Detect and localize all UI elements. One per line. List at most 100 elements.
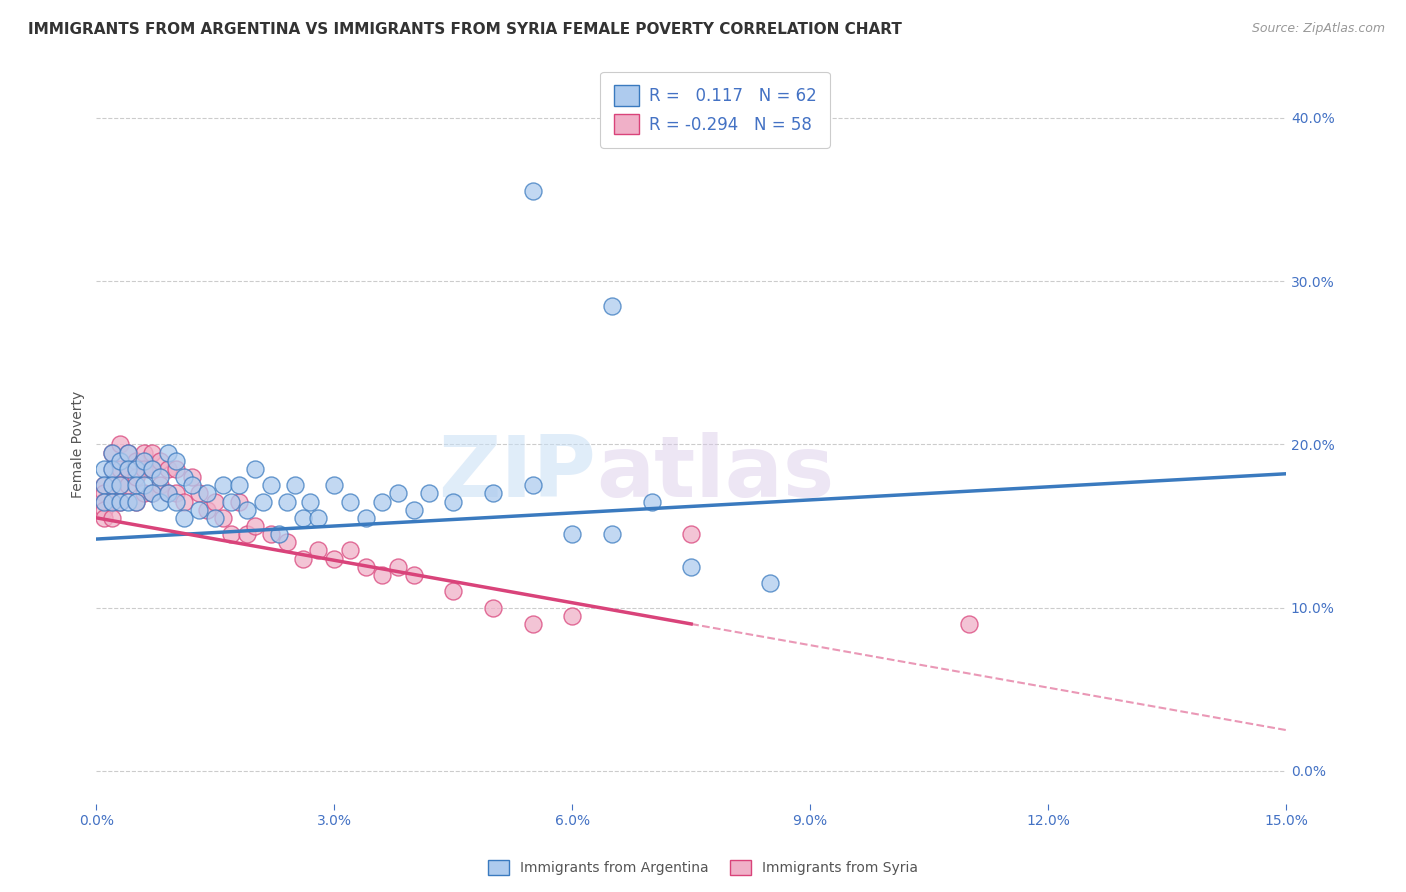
Point [173,470,195,484]
Point [212,511,235,525]
Point [354,511,377,525]
Point [323,551,346,566]
Point [402,568,425,582]
Point [441,584,464,599]
Point [260,478,283,492]
Point [354,559,377,574]
Point [291,511,314,525]
Legend: Immigrants from Argentina, Immigrants from Syria: Immigrants from Argentina, Immigrants fr… [482,855,924,880]
Point [141,486,163,500]
Point [117,462,139,476]
Point [108,437,131,451]
Point [204,494,226,508]
Point [156,445,179,459]
Point [108,478,131,492]
Point [284,478,307,492]
Point [339,494,361,508]
Point [236,527,259,541]
Point [600,527,623,541]
Point [101,478,124,492]
Point [165,486,187,500]
Point [441,494,464,508]
Point [141,462,163,476]
Point [387,559,409,574]
Point [117,445,139,459]
Point [561,527,583,541]
Point [156,462,179,476]
Point [93,478,115,492]
Point [957,617,980,632]
Point [276,535,298,549]
Point [125,470,148,484]
Point [149,470,172,484]
Point [117,445,139,459]
Point [101,462,124,476]
Text: Source: ZipAtlas.com: Source: ZipAtlas.com [1251,22,1385,36]
Point [212,478,235,492]
Point [101,494,124,508]
Point [93,478,115,492]
Point [307,543,329,558]
Point [101,494,124,508]
Point [219,494,242,508]
Point [371,494,394,508]
Point [125,453,148,467]
Point [276,494,298,508]
Point [141,486,163,500]
Point [101,445,124,459]
Point [482,486,505,500]
Point [101,462,124,476]
Point [101,511,124,525]
Point [323,478,346,492]
Point [188,502,211,516]
Point [125,494,148,508]
Point [132,478,155,492]
Point [681,527,703,541]
Point [197,486,219,500]
Point [108,494,131,508]
Point [252,494,274,508]
Point [165,462,187,476]
Point [299,494,322,508]
Point [93,494,115,508]
Point [156,486,179,500]
Point [93,502,115,516]
Point [101,478,124,492]
Point [117,462,139,476]
Point [307,511,329,525]
Point [291,551,314,566]
Point [188,486,211,500]
Point [267,527,290,541]
Point [141,445,163,459]
Point [165,494,187,508]
Point [402,502,425,516]
Point [180,478,202,492]
Point [640,494,662,508]
Point [125,478,148,492]
Point [482,600,505,615]
Point [228,478,250,492]
Point [522,185,544,199]
Point [371,568,394,582]
Point [93,494,115,508]
Point [173,494,195,508]
Point [93,486,115,500]
Point [219,527,242,541]
Point [141,462,163,476]
Point [132,445,155,459]
Point [165,453,187,467]
Point [228,494,250,508]
Point [93,511,115,525]
Point [156,486,179,500]
Point [387,486,409,500]
Text: atlas: atlas [596,432,834,515]
Point [108,494,131,508]
Y-axis label: Female Poverty: Female Poverty [72,391,86,498]
Point [117,478,139,492]
Point [132,486,155,500]
Point [339,543,361,558]
Point [125,462,148,476]
Point [522,617,544,632]
Point [197,502,219,516]
Point [204,511,226,525]
